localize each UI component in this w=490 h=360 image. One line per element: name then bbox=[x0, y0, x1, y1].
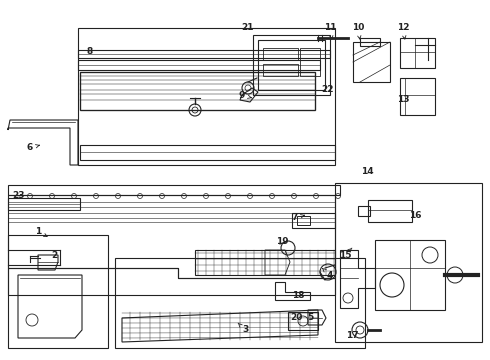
Bar bbox=[8, 235, 108, 348]
Text: 17: 17 bbox=[345, 330, 358, 339]
Bar bbox=[368, 200, 412, 222]
Bar bbox=[300, 48, 320, 76]
Text: 12: 12 bbox=[397, 23, 409, 32]
Bar bbox=[253, 35, 330, 95]
Bar bbox=[115, 258, 365, 348]
Text: 7: 7 bbox=[292, 213, 298, 222]
Bar bbox=[360, 38, 380, 46]
Bar bbox=[375, 240, 445, 310]
Text: 13: 13 bbox=[397, 95, 409, 104]
Bar bbox=[335, 183, 482, 342]
Text: 22: 22 bbox=[321, 85, 333, 94]
Text: 11: 11 bbox=[324, 23, 336, 32]
Bar bbox=[292, 213, 335, 228]
Bar bbox=[288, 312, 318, 330]
Text: 6: 6 bbox=[27, 144, 33, 153]
Text: 5: 5 bbox=[307, 314, 313, 323]
Bar bbox=[358, 206, 370, 216]
Bar bbox=[263, 48, 298, 60]
Bar bbox=[8, 198, 80, 210]
Text: 16: 16 bbox=[409, 211, 421, 220]
Text: 14: 14 bbox=[361, 167, 373, 176]
Text: 3: 3 bbox=[242, 325, 248, 334]
Bar bbox=[400, 78, 435, 115]
Text: 1: 1 bbox=[35, 228, 41, 237]
Text: 19: 19 bbox=[276, 238, 288, 247]
Text: 20: 20 bbox=[290, 314, 302, 323]
Text: 10: 10 bbox=[352, 23, 364, 32]
Bar bbox=[353, 42, 390, 82]
Bar bbox=[297, 216, 310, 225]
Bar bbox=[195, 250, 335, 275]
Text: 15: 15 bbox=[339, 251, 351, 260]
Text: 4: 4 bbox=[327, 270, 333, 279]
Text: 18: 18 bbox=[292, 291, 304, 300]
Text: 23: 23 bbox=[12, 190, 24, 199]
Text: 2: 2 bbox=[51, 251, 57, 260]
Bar bbox=[400, 38, 435, 68]
Text: 9: 9 bbox=[239, 90, 245, 99]
Text: 21: 21 bbox=[241, 23, 253, 32]
Bar bbox=[263, 64, 298, 76]
Text: 8: 8 bbox=[87, 48, 93, 57]
Bar bbox=[78, 28, 335, 165]
Bar bbox=[258, 40, 325, 90]
